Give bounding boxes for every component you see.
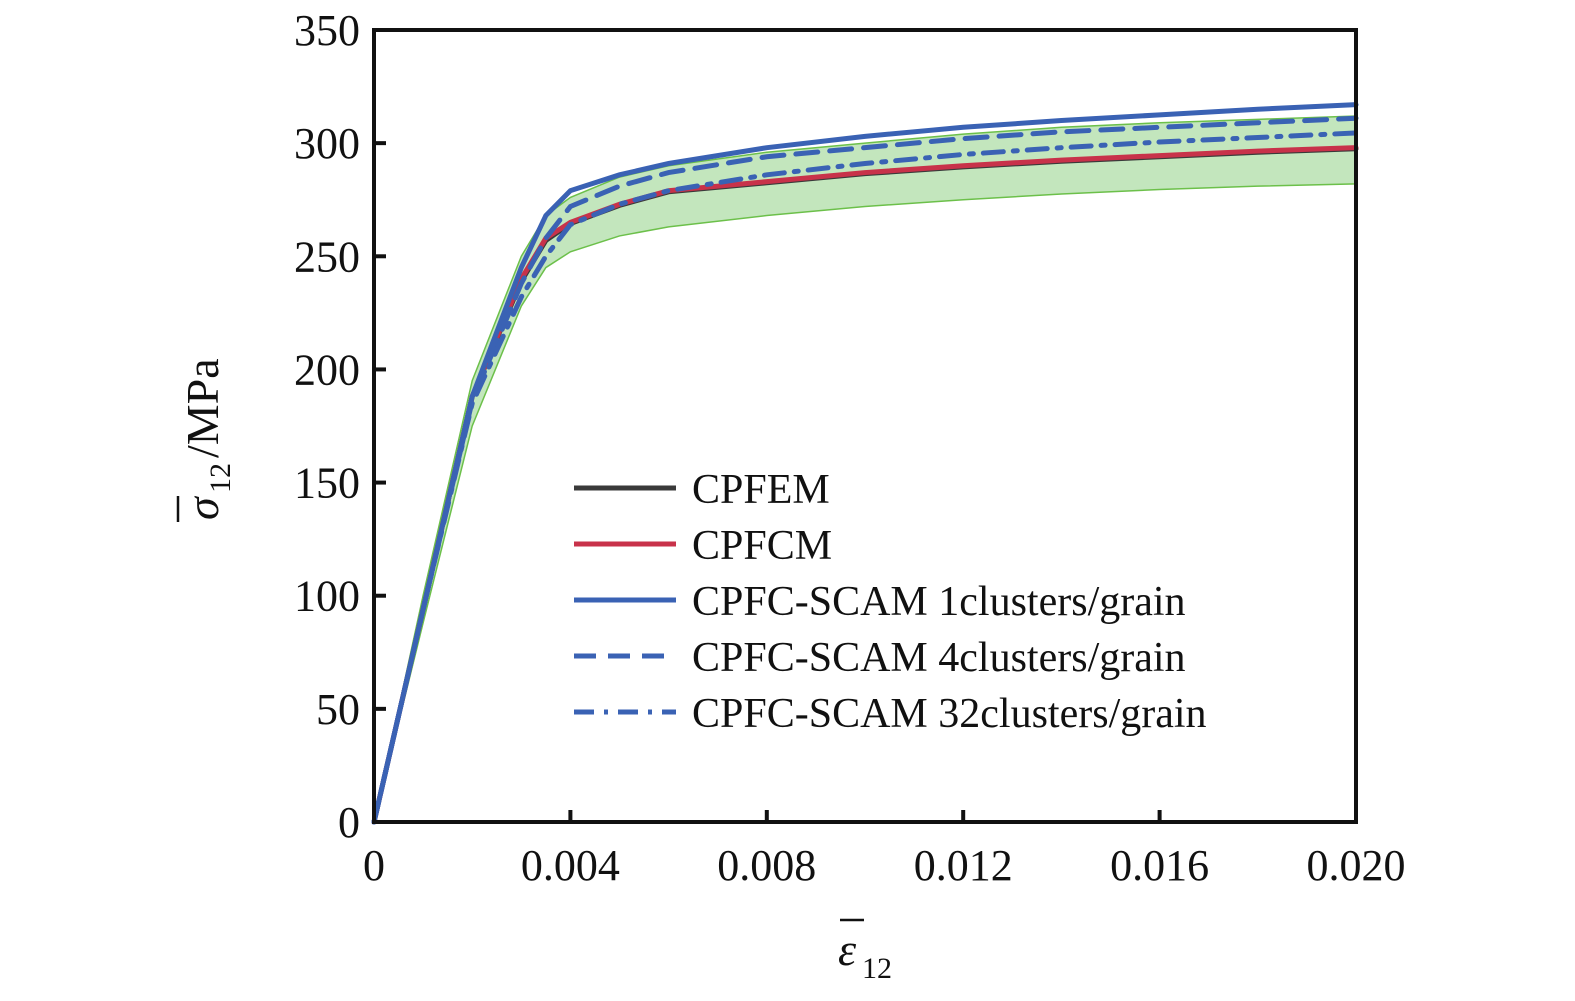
y-label-unit: /MPa [177, 358, 228, 458]
y-tick-label: 350 [294, 6, 360, 55]
y-tick-label: 250 [294, 232, 360, 281]
x-tick-label: 0.020 [1307, 841, 1406, 890]
series-lines [371, 102, 1359, 825]
x-tick-label: 0.016 [1110, 841, 1209, 890]
y-tick-label: 100 [294, 572, 360, 621]
series-line-3 [371, 115, 1359, 825]
legend-label-3: CPFC-SCAM 4clusters/grain [692, 635, 1186, 681]
legend-label-4: CPFC-SCAM 32clusters/grain [692, 691, 1207, 737]
x-tick-label: 0.012 [914, 841, 1013, 890]
series-line-4 [371, 130, 1359, 825]
x-tick-label: 0.004 [521, 841, 620, 890]
legend-label-2: CPFC-SCAM 1clusters/grain [692, 579, 1186, 625]
x-tick-label: 0.008 [717, 841, 816, 890]
x-label-subscript: 12 [862, 952, 892, 985]
legend-label-1: CPFCM [692, 523, 832, 569]
x-tick-label: 0 [363, 841, 385, 890]
plot-frame [372, 28, 1358, 824]
y-axis: 0 50 100 150 200 250 300 350 [294, 6, 386, 847]
y-tick-label: 200 [294, 345, 360, 394]
y-tick-label: 50 [316, 685, 360, 734]
x-label-symbol: ε [838, 924, 857, 975]
legend-label-0: CPFEM [692, 467, 830, 513]
y-label-subscript: 12 [204, 463, 237, 493]
y-label-symbol: σ [177, 495, 228, 520]
y-tick-label: 300 [294, 119, 360, 168]
x-axis: 0 0.004 0.008 0.012 0.016 0.020 [363, 810, 1406, 890]
x-axis-label: ε 12 [838, 918, 892, 985]
y-tick-label: 0 [338, 798, 360, 847]
series-line-2 [371, 102, 1359, 825]
y-tick-label: 150 [294, 459, 360, 508]
legend: CPFEM CPFCM CPFC-SCAM 1clusters/grain CPFC-… [574, 467, 1207, 737]
y-axis-label: σ 12 /MPa [176, 358, 237, 522]
